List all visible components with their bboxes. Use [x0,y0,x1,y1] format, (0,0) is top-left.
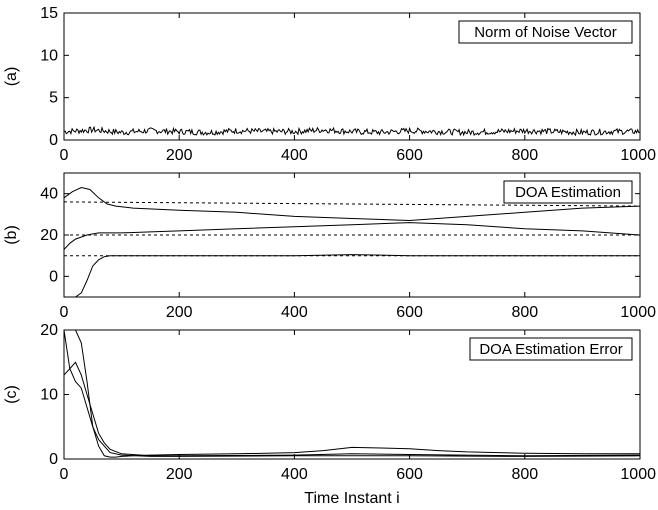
legend-text: DOA Estimation [515,184,621,201]
true-doa-line [64,201,640,207]
series-line [64,222,640,250]
y-tick-label: 5 [49,90,58,107]
x-tick-label: 200 [166,147,193,164]
x-tick-label: 800 [511,147,538,164]
x-tick-label: 400 [281,147,308,164]
series-line [64,367,640,457]
panel-b: 0 200 400 600 800 1000 0 20 40 (b) DOA Estimation [3,172,656,321]
panel-a: 0 200 400 600 800 1000 0 5 10 15 (a) Norm of Noise … [3,5,656,164]
x-tick-label: 800 [511,466,538,483]
y-tick-label: 15 [40,5,58,22]
legend-box [503,180,633,204]
panel-c: 0 200 400 600 800 1000 0 10 20 (c) DOA Estimation … [3,322,656,483]
y-tick-label: 40 [40,186,58,203]
y-tick-label: 0 [49,132,58,149]
series-line [75,254,640,297]
x-tick-label: 400 [281,304,308,321]
x-tick-label: 1000 [620,304,656,321]
y-tick-label: 20 [40,322,58,339]
series-line [64,186,640,222]
series-line [64,125,640,137]
panel-label: (c) [3,385,20,404]
x-tick-label: 800 [511,304,538,321]
x-axis-label: Time Instant i [304,490,399,507]
x-tick-label: 200 [166,466,193,483]
x-tick-label: 0 [60,304,69,321]
y-tick-label: 0 [49,268,58,285]
y-tick-label: 10 [40,387,58,404]
series-line [75,330,640,458]
panel-label: (a) [3,67,20,87]
legend-box [458,20,633,44]
y-tick-label: 20 [40,227,58,244]
series-line [64,330,640,457]
x-tick-label: 600 [396,147,423,164]
x-tick-label: 0 [60,466,69,483]
legend-box [469,337,633,361]
x-tick-label: 600 [396,466,423,483]
y-tick-label: 10 [40,47,58,64]
x-tick-label: 1000 [620,466,656,483]
legend-text: DOA Estimation Error [479,341,622,358]
x-tick-label: 400 [281,466,308,483]
x-tick-label: 0 [60,147,69,164]
legend-text: Norm of Noise Vector [474,24,617,41]
axes-box [63,12,641,141]
panel-label: (b) [3,225,20,245]
x-tick-label: 600 [396,304,423,321]
x-tick-label: 200 [166,304,193,321]
y-tick-label: 0 [49,451,58,468]
x-tick-label: 1000 [620,147,656,164]
